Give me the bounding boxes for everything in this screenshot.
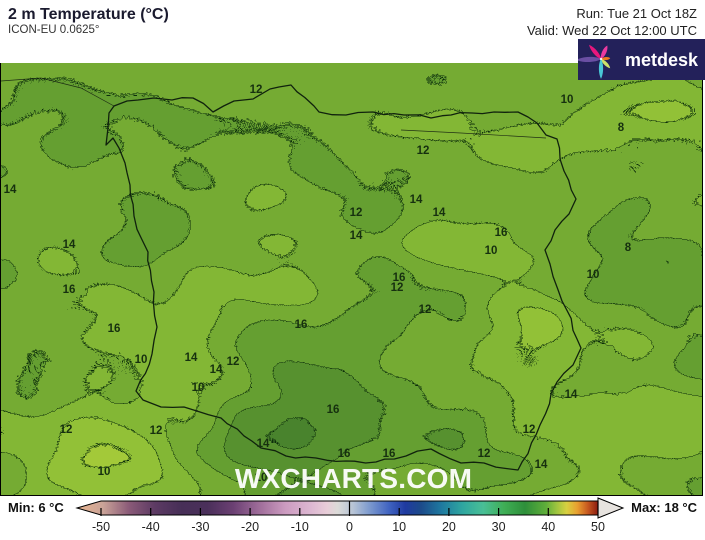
svg-text:-30: -30 <box>191 520 209 534</box>
svg-text:8: 8 <box>618 122 625 134</box>
svg-text:12: 12 <box>478 448 491 460</box>
svg-text:12: 12 <box>417 145 430 157</box>
svg-text:10: 10 <box>485 245 498 257</box>
svg-text:16: 16 <box>338 448 351 460</box>
svg-text:12: 12 <box>250 84 263 96</box>
svg-text:12: 12 <box>419 304 432 316</box>
svg-text:14: 14 <box>185 352 198 364</box>
svg-text:14: 14 <box>410 194 423 206</box>
svg-text:16: 16 <box>63 284 76 296</box>
svg-text:10: 10 <box>561 94 574 106</box>
svg-text:16: 16 <box>495 227 508 239</box>
svg-text:14: 14 <box>257 438 270 450</box>
svg-text:12: 12 <box>391 282 404 294</box>
svg-text:16: 16 <box>383 448 396 460</box>
svg-text:10: 10 <box>192 382 205 394</box>
svg-text:16: 16 <box>327 404 340 416</box>
svg-text:12: 12 <box>60 424 73 436</box>
svg-text:metdesk: metdesk <box>625 50 699 70</box>
svg-text:12: 12 <box>150 425 163 437</box>
svg-text:-20: -20 <box>241 520 259 534</box>
svg-text:20: 20 <box>442 520 456 534</box>
svg-text:30: 30 <box>492 520 506 534</box>
svg-text:14: 14 <box>4 184 17 196</box>
svg-text:16: 16 <box>295 319 308 331</box>
svg-text:-40: -40 <box>142 520 160 534</box>
svg-text:12: 12 <box>523 424 536 436</box>
svg-text:12: 12 <box>350 207 363 219</box>
svg-text:40: 40 <box>541 520 555 534</box>
svg-text:-50: -50 <box>92 520 110 534</box>
svg-text:10: 10 <box>587 269 600 281</box>
svg-text:14: 14 <box>210 364 223 376</box>
svg-text:10: 10 <box>135 354 148 366</box>
svg-text:50: 50 <box>591 520 605 534</box>
svg-text:14: 14 <box>433 207 446 219</box>
svg-text:0: 0 <box>346 520 353 534</box>
svg-text:-10: -10 <box>291 520 309 534</box>
svg-text:14: 14 <box>63 239 76 251</box>
svg-text:14: 14 <box>350 230 363 242</box>
svg-text:12: 12 <box>227 356 240 368</box>
svg-text:8: 8 <box>625 242 632 254</box>
svg-text:16: 16 <box>108 323 121 335</box>
svg-text:14: 14 <box>565 389 578 401</box>
svg-text:10: 10 <box>392 520 406 534</box>
